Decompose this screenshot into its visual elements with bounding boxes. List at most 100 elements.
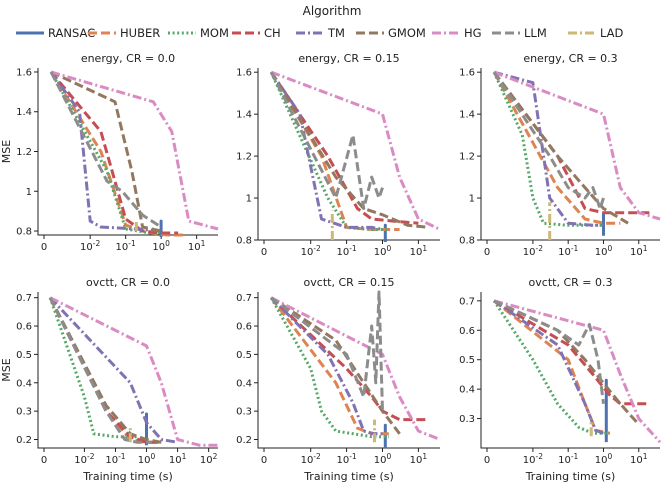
series-line-hg xyxy=(270,70,441,231)
series-line-gmom xyxy=(270,296,401,435)
x-tick-label: 10-1 xyxy=(116,239,136,253)
series-line-llm xyxy=(493,299,605,404)
y-tick-label: 0.7 xyxy=(459,296,475,307)
y-tick-label: 1.6 xyxy=(459,68,475,79)
x-tick-label: 101 xyxy=(188,239,206,253)
series-line-gmom xyxy=(492,71,629,225)
y-tick-label: 1 xyxy=(26,187,32,198)
x-tick-label: 0 xyxy=(261,247,267,258)
series-line-mom xyxy=(48,297,138,439)
y-tick-label: 1.2 xyxy=(236,152,252,163)
axes-spine xyxy=(37,68,218,236)
legend: Algorithm RANSAC HUBER MOM CH TM GMOM HG LLM LAD xyxy=(16,4,624,40)
series-line-llm xyxy=(492,71,605,210)
x-tick-label: 10-1 xyxy=(336,452,356,466)
x-axis-label: Training time (s) xyxy=(303,470,394,483)
series-line-tm xyxy=(269,71,383,231)
chart-panel-3: energy, CR = 0.3 0.8 1 1.2 1.4 1.6 0 10-2 10-1 10… xyxy=(459,52,661,258)
series-line-gmom xyxy=(269,71,430,229)
series-line-tm xyxy=(49,296,178,444)
series-line-llm xyxy=(48,297,152,444)
y-tick-label: 0.7 xyxy=(16,293,32,304)
x-tick-label: 100 xyxy=(138,452,156,466)
x-tick-label: 102 xyxy=(200,452,218,466)
y-tick-label: 0.5 xyxy=(236,350,252,361)
series-line-ch xyxy=(269,71,419,225)
y-tick-label: 1.6 xyxy=(236,68,252,79)
legend-label-hg: HG xyxy=(464,26,482,40)
y-tick-label: 0.2 xyxy=(236,435,252,446)
y-tick-label: 1.2 xyxy=(16,147,32,158)
x-tick-label: 101 xyxy=(630,244,648,258)
x-axis-label: Training time (s) xyxy=(525,470,616,483)
chart-panel-2: energy, CR = 0.15 0.8 1 1.2 1.4 1.6 0 10-2 10-1 1… xyxy=(236,52,441,258)
x-tick-label: 10-1 xyxy=(558,244,578,258)
x-axis-label: Training time (s) xyxy=(82,470,173,483)
y-tick-label: 0.7 xyxy=(236,293,252,304)
y-tick-label: 0.6 xyxy=(459,326,475,337)
series-line-huber xyxy=(270,296,389,436)
series-line-mom xyxy=(492,299,610,435)
chart-panel-4: ovctt, CR = 0.0 0.2 0.3 0.4 0.5 0.6 0.7 0 10-2 10… xyxy=(0,276,218,483)
panel-title: energy, CR = 0.15 xyxy=(298,52,399,65)
series-line-mom xyxy=(269,71,389,231)
x-tick-label: 101 xyxy=(169,452,187,466)
x-tick-label: 0 xyxy=(41,242,47,253)
chart-panel-1: energy, CR = 0.0 0.8 1 1.2 1.4 1.6 0 10-2 10-1 10… xyxy=(0,52,219,253)
x-tick-label: 100 xyxy=(595,452,613,466)
panel-title: energy, CR = 0.3 xyxy=(523,52,617,65)
x-tick-label: 0 xyxy=(484,455,490,466)
series-line-tm xyxy=(493,70,604,227)
axes-spine xyxy=(257,292,440,449)
panel-title: ovctt, CR = 0.0 xyxy=(86,276,170,289)
legend-label-lad: LAD xyxy=(600,26,624,40)
y-tick-label: 1 xyxy=(246,194,252,205)
series-line-hg xyxy=(50,70,219,231)
x-tick-label: 0 xyxy=(261,455,267,466)
legend-label-gmom: GMOM xyxy=(388,26,426,40)
series-line-hg xyxy=(493,70,661,221)
legend-title: Algorithm xyxy=(303,4,362,18)
y-tick-label: 1.4 xyxy=(459,110,475,121)
series-line-gmom xyxy=(50,70,162,233)
chart-panel-6: ovctt, CR = 0.3 0.3 0.4 0.5 0.6 0.7 0 10-2 10-1 1… xyxy=(459,276,662,483)
series-line-huber xyxy=(492,71,621,225)
x-tick-label: 10-2 xyxy=(523,244,543,258)
x-tick-label: 10-2 xyxy=(74,452,94,466)
y-tick-label: 0.4 xyxy=(459,385,475,396)
x-tick-label: 10-1 xyxy=(558,452,578,466)
y-tick-label: 1 xyxy=(469,194,475,205)
x-tick-label: 0 xyxy=(41,455,47,466)
series-line-hg xyxy=(49,296,218,447)
x-tick-label: 100 xyxy=(374,244,392,258)
panel-title: ovctt, CR = 0.3 xyxy=(529,276,613,289)
series-line-tm xyxy=(49,71,162,233)
series-line-ch xyxy=(492,71,650,215)
legend-label-llm: LLM xyxy=(524,26,547,40)
series-line-hg xyxy=(270,296,441,441)
y-tick-label: 1.4 xyxy=(16,107,32,118)
x-tick-label: 10-2 xyxy=(523,452,543,466)
y-tick-label: 1.4 xyxy=(236,110,252,121)
series-line-tm xyxy=(493,299,605,435)
x-tick-label: 101 xyxy=(410,452,428,466)
axes-spine xyxy=(37,292,218,449)
legend-label-ransac: RANSAC xyxy=(48,26,95,40)
series-line-llm xyxy=(49,71,162,229)
x-tick-label: 100 xyxy=(374,452,392,466)
series-line-ch xyxy=(493,299,650,406)
y-tick-label: 0.4 xyxy=(16,378,32,389)
x-tick-label: 0 xyxy=(484,247,490,258)
y-tick-label: 0.8 xyxy=(16,227,32,238)
y-tick-label: 0.3 xyxy=(236,407,252,418)
y-axis-label: MSE xyxy=(0,358,13,381)
chart-panel-5: ovctt, CR = 0.15 0.2 0.3 0.4 0.5 0.6 0.7 0 10-2 1… xyxy=(236,276,441,483)
x-tick-label: 100 xyxy=(595,244,613,258)
x-tick-label: 10-1 xyxy=(336,244,356,258)
x-tick-label: 100 xyxy=(152,239,170,253)
y-tick-label: 0.3 xyxy=(459,414,475,425)
y-tick-label: 1.2 xyxy=(459,152,475,163)
legend-label-mom: MOM xyxy=(200,26,229,40)
series-line-hg xyxy=(493,299,662,444)
